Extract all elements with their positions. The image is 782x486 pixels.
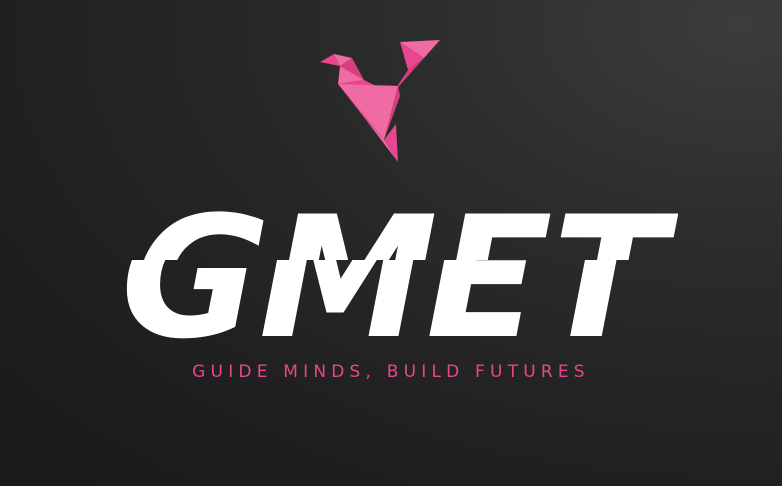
brand-tagline: GUIDE MINDS, BUILD FUTURES: [192, 362, 590, 382]
brand-name-lower: GMET: [121, 180, 667, 358]
brand-name-upper: GMET: [133, 180, 679, 358]
brand-wordmark: GMET GMET: [121, 180, 679, 358]
origami-bird-icon: [320, 40, 440, 162]
